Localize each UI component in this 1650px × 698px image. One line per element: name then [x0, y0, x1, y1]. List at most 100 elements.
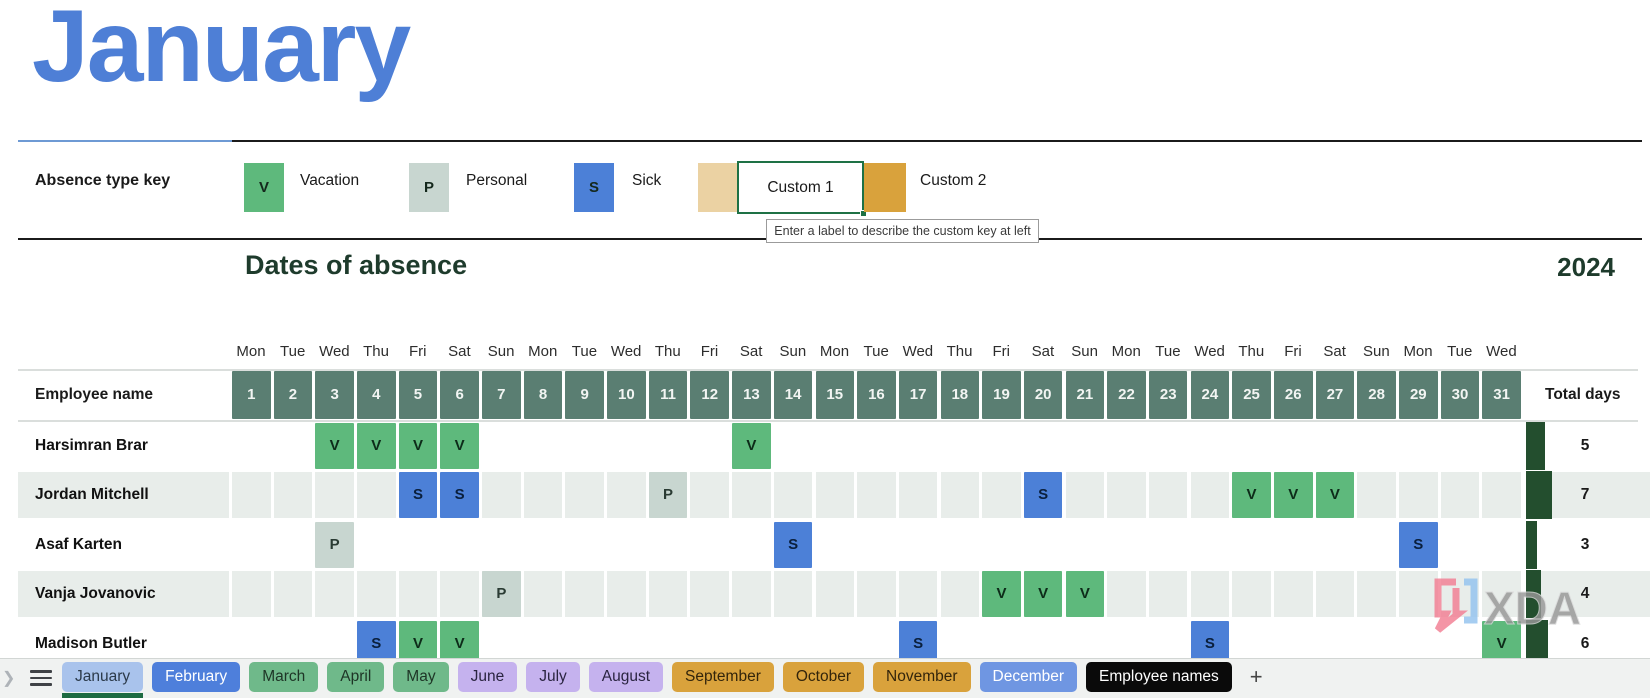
absence-marker-s[interactable]: S [398, 472, 438, 518]
absence-marker-s[interactable]: S [1023, 472, 1063, 518]
absence-marker-s[interactable]: S [773, 521, 813, 568]
section-title: Dates of absence [245, 250, 468, 280]
sheet-tab-january[interactable]: January [62, 662, 144, 698]
absence-marker-v[interactable]: V [1315, 472, 1355, 518]
absence-marker-v[interactable]: V [398, 422, 438, 469]
year-label: 2024 [1557, 252, 1615, 282]
sheet-tab-march[interactable]: March [249, 662, 319, 692]
absence-marker-v[interactable]: V [1023, 571, 1063, 617]
day-header-cell: 13 [732, 371, 771, 419]
selection-handle[interactable] [860, 210, 867, 217]
custom2-key-text: Custom 2 [920, 172, 987, 189]
day-header-cell: 11 [648, 371, 688, 419]
sheet-menu-icon[interactable] [30, 670, 52, 690]
custom1-key-swatch[interactable] [698, 163, 737, 212]
day-cell-shade [523, 571, 563, 617]
day-header-cell: 12 [690, 371, 729, 419]
sheet-tabs: January February March April May June July Augu… [62, 662, 1232, 698]
absence-marker-v[interactable]: V [982, 571, 1021, 617]
weekday-label: Wed [1486, 343, 1517, 360]
day-cell-shade [732, 472, 771, 518]
day-header-cell: 28 [1357, 371, 1396, 419]
sheet-tab-december[interactable]: December [979, 662, 1078, 692]
day-header-cell: 17 [898, 371, 938, 419]
sheet-tab-august[interactable]: August [588, 662, 664, 692]
day-header-cell: 26 [1274, 371, 1313, 419]
absence-marker-v[interactable]: V [357, 422, 396, 469]
absence-marker-v[interactable]: V [440, 422, 479, 469]
month-title: January [32, 0, 411, 103]
total-days-bar [1526, 421, 1545, 470]
xda-watermark: XDA [1428, 574, 1598, 638]
sheet-tab-may[interactable]: May [393, 662, 449, 692]
sheet-tab-february[interactable]: February [152, 662, 241, 692]
weekday-label: Sat [448, 343, 471, 360]
weekday-label: Mon [236, 343, 266, 360]
day-header-cell: 15 [815, 371, 855, 419]
sheet-tab-june[interactable]: June [457, 662, 518, 692]
sick-key-code: S [588, 179, 599, 196]
weekday-label: Sun [487, 343, 515, 360]
absence-marker-p[interactable]: P [648, 472, 688, 518]
absence-marker-v[interactable]: V [1274, 472, 1313, 518]
grid-header-border [18, 420, 1638, 422]
xda-watermark-text: XDA [1484, 582, 1581, 634]
sick-key-swatch: S [574, 163, 614, 212]
day-cell-shade [982, 472, 1021, 518]
sheet-tab-employee-names[interactable]: Employee names [1086, 662, 1232, 692]
absence-marker-v[interactable]: V [732, 422, 771, 469]
custom2-key-swatch[interactable] [864, 163, 906, 212]
day-cell-shade [773, 472, 813, 518]
day-header-cell: 18 [940, 371, 980, 419]
day-header-cell: 14 [773, 371, 813, 419]
absence-key-label: Absence type key [35, 172, 171, 189]
weekday-label: Wed [319, 343, 350, 360]
row-shade [18, 472, 229, 518]
add-sheet-button[interactable]: + [1249, 664, 1263, 689]
weekday-label: Sat [1031, 343, 1055, 360]
day-cell-shade [1399, 571, 1438, 617]
day-header-cell: 23 [1148, 371, 1188, 419]
weekday-label: Tue [863, 343, 889, 360]
day-header-cell: 10 [607, 371, 646, 419]
absence-marker-s[interactable]: S [440, 472, 479, 518]
sheet-tab-october[interactable]: October [782, 662, 865, 692]
absence-marker-v[interactable]: V [1232, 472, 1271, 518]
absence-marker-s[interactable]: S [1399, 521, 1438, 568]
weekday-label: Fri [408, 343, 427, 360]
day-header-cell: 22 [1107, 371, 1146, 419]
sheet-tab-july[interactable]: July [526, 662, 580, 692]
day-cell-shade [1148, 571, 1188, 617]
sheet-tab-april[interactable]: April [327, 662, 385, 692]
employee-name: Harsimran Brar [35, 436, 148, 454]
absence-marker-v[interactable]: V [1065, 571, 1105, 617]
day-cell-shade [815, 571, 855, 617]
day-cell-shade [315, 472, 354, 518]
day-cell-shade [607, 571, 646, 617]
weekday-label: Mon [528, 343, 558, 360]
tab-scroll-chevron-icon[interactable]: ❯ [2, 670, 16, 687]
sheet-tab-november[interactable]: November [873, 662, 971, 692]
custom1-key-input[interactable]: Custom 1 [737, 161, 867, 217]
day-cell-shade [898, 571, 938, 617]
employee-name: Asaf Karten [35, 535, 122, 553]
personal-key-code: P [423, 179, 434, 196]
day-cell-shade [1482, 472, 1521, 518]
sheet-tab-september[interactable]: September [672, 662, 774, 692]
weekday-label: Sat [739, 343, 763, 360]
day-header-cell: 9 [565, 371, 604, 419]
absence-marker-v[interactable]: V [315, 422, 354, 469]
total-days-value: 5 [1580, 436, 1590, 454]
day-cell-shade [1148, 472, 1188, 518]
absence-marker-p[interactable]: P [482, 571, 521, 617]
total-days-value: 4 [1580, 585, 1590, 602]
total-days-value: 3 [1580, 535, 1590, 553]
weekday-label: Tue [571, 343, 598, 360]
absence-marker-p[interactable]: P [315, 521, 354, 568]
weekday-label: Tue [1447, 343, 1473, 360]
weekday-label: Sat [1323, 343, 1346, 360]
day-cell-shade [1357, 571, 1396, 617]
weekday-label: Wed [610, 343, 642, 360]
day-header-cell: 5 [398, 371, 438, 419]
